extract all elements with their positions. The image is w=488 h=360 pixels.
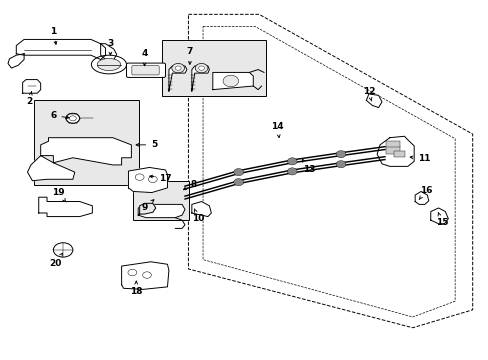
Text: 16: 16 — [418, 185, 431, 199]
FancyBboxPatch shape — [126, 63, 165, 77]
Circle shape — [335, 161, 345, 168]
Polygon shape — [16, 40, 105, 59]
Polygon shape — [27, 156, 75, 181]
Circle shape — [287, 158, 297, 165]
Circle shape — [195, 63, 207, 73]
Circle shape — [175, 66, 181, 70]
Text: 4: 4 — [141, 49, 147, 66]
Circle shape — [69, 116, 76, 121]
Circle shape — [233, 179, 243, 186]
Bar — [385, 146, 399, 154]
Circle shape — [233, 168, 243, 176]
Polygon shape — [41, 138, 131, 165]
Polygon shape — [22, 80, 41, 93]
Circle shape — [142, 272, 151, 278]
Text: 19: 19 — [52, 188, 66, 202]
Polygon shape — [122, 262, 168, 289]
Circle shape — [66, 113, 80, 123]
Circle shape — [198, 66, 204, 70]
Polygon shape — [101, 44, 117, 59]
FancyBboxPatch shape — [132, 66, 159, 75]
Text: 1: 1 — [50, 27, 57, 44]
Circle shape — [135, 174, 144, 180]
Polygon shape — [191, 202, 211, 217]
Text: 6: 6 — [50, 111, 69, 120]
Ellipse shape — [91, 55, 126, 74]
Polygon shape — [39, 197, 92, 217]
Text: 17: 17 — [149, 174, 171, 183]
Bar — [133, 181, 189, 220]
Text: 9: 9 — [141, 200, 154, 212]
Bar — [393, 151, 405, 157]
Text: 11: 11 — [409, 154, 429, 163]
Text: 7: 7 — [186, 47, 193, 64]
Text: 5: 5 — [136, 140, 157, 149]
Circle shape — [53, 243, 73, 257]
Polygon shape — [414, 192, 428, 204]
Circle shape — [171, 63, 184, 73]
Text: 14: 14 — [271, 122, 284, 138]
Polygon shape — [430, 208, 447, 224]
Polygon shape — [8, 54, 24, 68]
Text: 20: 20 — [49, 253, 62, 268]
Circle shape — [287, 168, 297, 175]
Polygon shape — [376, 136, 413, 166]
Circle shape — [128, 269, 137, 276]
Text: 15: 15 — [435, 212, 447, 227]
Circle shape — [148, 176, 157, 183]
Text: 18: 18 — [130, 281, 142, 296]
Bar — [34, 100, 139, 185]
Polygon shape — [168, 66, 186, 91]
Polygon shape — [138, 204, 184, 218]
Ellipse shape — [97, 58, 121, 71]
Text: 13: 13 — [302, 159, 314, 175]
Bar — [161, 40, 266, 96]
Polygon shape — [212, 72, 253, 90]
Text: 8: 8 — [183, 180, 196, 190]
Text: 10: 10 — [192, 209, 204, 223]
Circle shape — [223, 75, 238, 87]
Bar — [385, 140, 399, 147]
Text: 3: 3 — [107, 39, 113, 55]
Circle shape — [335, 150, 345, 158]
Text: 2: 2 — [26, 92, 32, 106]
Polygon shape — [128, 167, 167, 193]
Text: 12: 12 — [362, 86, 374, 101]
Polygon shape — [191, 66, 209, 91]
Polygon shape — [140, 203, 156, 214]
Polygon shape — [366, 94, 381, 108]
